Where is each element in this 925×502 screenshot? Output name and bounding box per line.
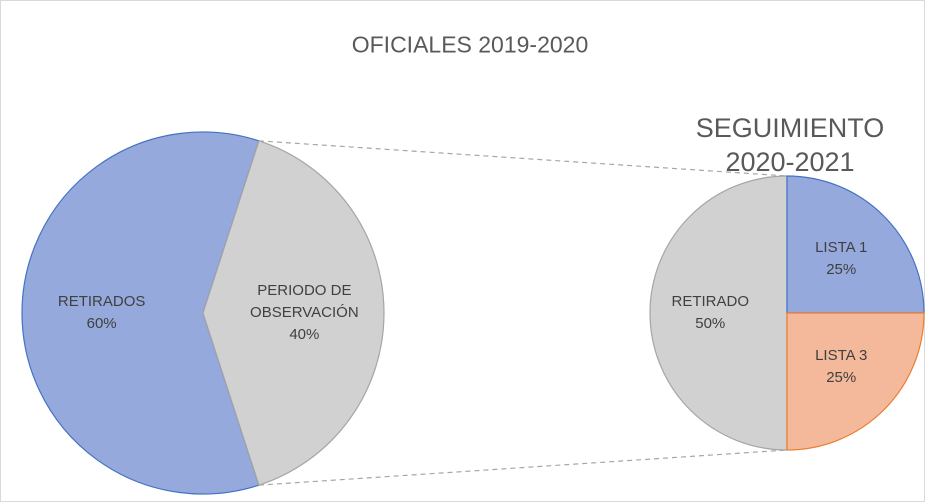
data-label: RETIRADO 50%	[665, 291, 755, 335]
value-label: 40%	[289, 326, 320, 343]
value-label: 60%	[86, 315, 117, 332]
chart-title: OFICIALES 2019-2020	[351, 31, 589, 58]
data-label: RETIRADOS 60%	[47, 291, 157, 335]
pie-slice	[21, 131, 260, 495]
connector-line	[258, 140, 788, 177]
data-label: LISTA 1 25%	[801, 237, 881, 281]
data-label: LISTA 3 25%	[801, 345, 881, 389]
pie-slice	[649, 175, 788, 451]
data-label: PERIODO DE OBSERVACIÓN 40%	[229, 280, 379, 346]
secondary-title: SEGUIMIENTO 2020-2021	[695, 113, 885, 177]
value-label: 25%	[826, 369, 857, 387]
pie-slice	[786, 175, 925, 314]
pie-slice	[202, 140, 385, 486]
pie-slice	[786, 312, 925, 451]
value-label: 50%	[695, 315, 726, 332]
value-label: 25%	[826, 260, 857, 278]
connector-line	[258, 449, 788, 486]
